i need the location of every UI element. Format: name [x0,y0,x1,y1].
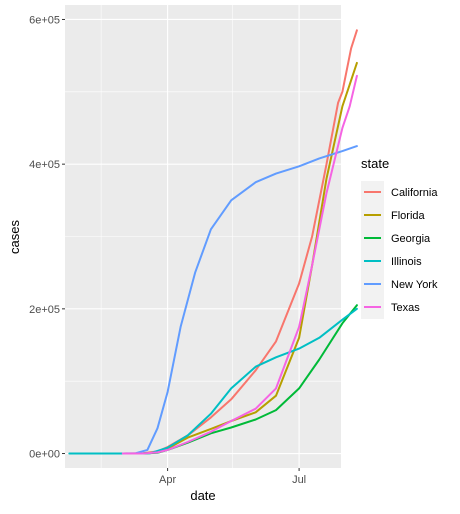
x-axis-title: date [190,488,215,503]
y-tick-label: 6e+05 [29,14,60,26]
series-lines [68,29,358,455]
y-axis-title: cases [7,220,22,254]
minor-gridlines [65,5,341,468]
series-line-texas [121,74,358,455]
legend-label-illinois: Illinois [391,256,422,268]
y-tick-label: 4e+05 [29,159,60,171]
y-axis: 0e+00 2e+05 4e+05 6e+05 [29,14,65,461]
series-line-new-york [121,145,358,455]
legend: state California Florida Georgia Illinois Ne… [361,156,438,319]
legend-label-georgia: Georgia [391,233,431,245]
legend-items: California Florida Georgia Illinois New York… [361,181,438,319]
x-tick-label: Jul [292,474,306,486]
legend-label-california: California [391,187,438,199]
legend-label-texas: Texas [391,302,420,314]
y-tick-label: 0e+00 [29,449,60,461]
legend-label-new-york: New York [391,279,438,291]
legend-label-florida: Florida [391,210,426,222]
y-tick-label: 2e+05 [29,304,60,316]
x-axis: Apr Jul [159,468,306,486]
x-tick-label: Apr [159,474,176,486]
legend-title: state [361,156,389,171]
